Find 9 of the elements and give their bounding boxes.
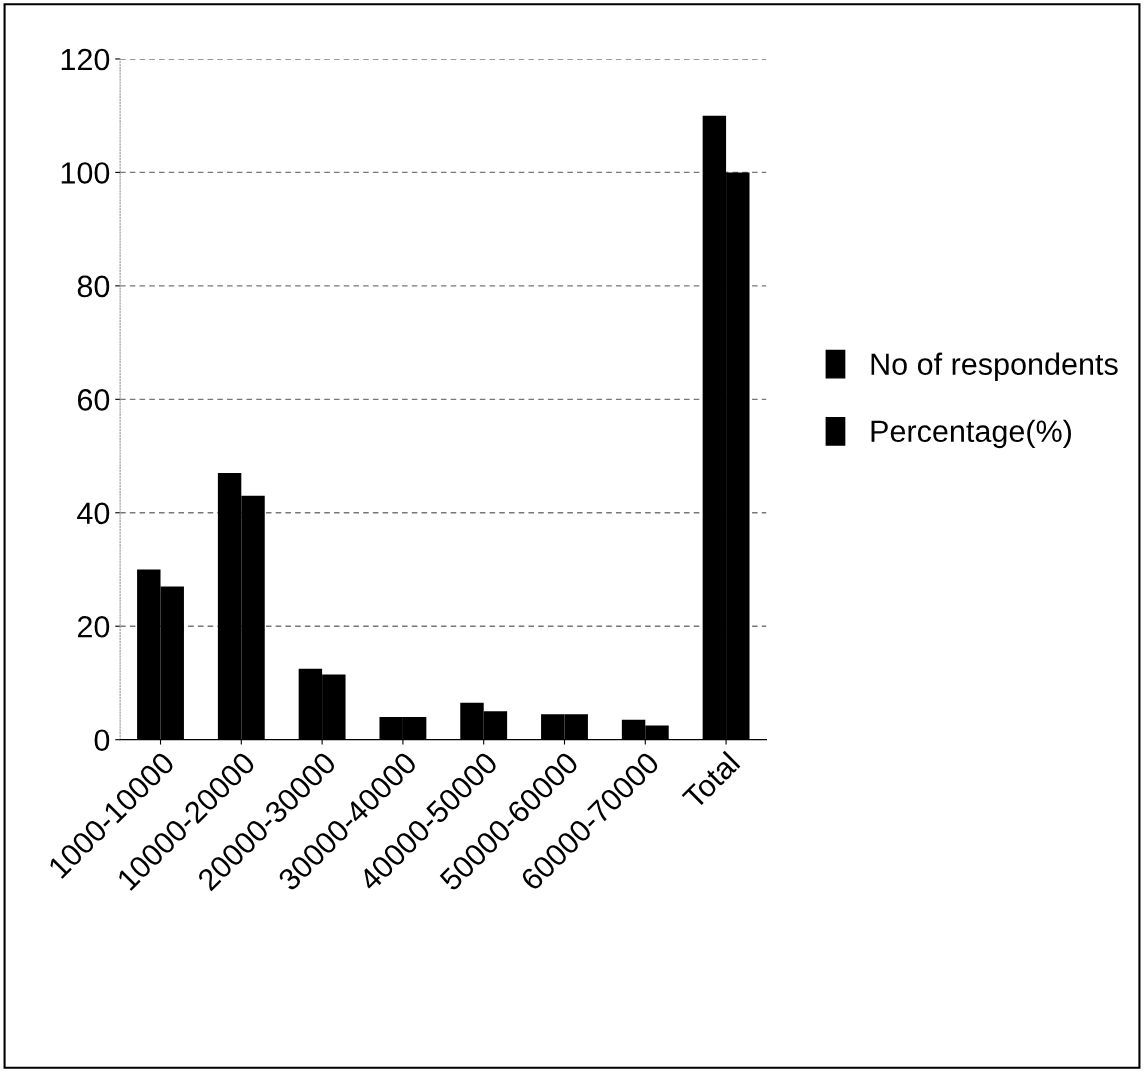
y-tick-label: 40 — [77, 502, 110, 525]
y-tick-label: 0 — [94, 729, 110, 752]
legend-label: No of respondents — [871, 352, 1118, 381]
y-tick-label: 60 — [77, 389, 110, 411]
y-tick-label: 120 — [61, 48, 110, 71]
y-tick-label: 20 — [77, 615, 110, 638]
y-tick-label: 100 — [61, 162, 110, 184]
legend-label: Percentage(%) — [871, 419, 1071, 449]
y-tick-label: 80 — [77, 275, 110, 298]
